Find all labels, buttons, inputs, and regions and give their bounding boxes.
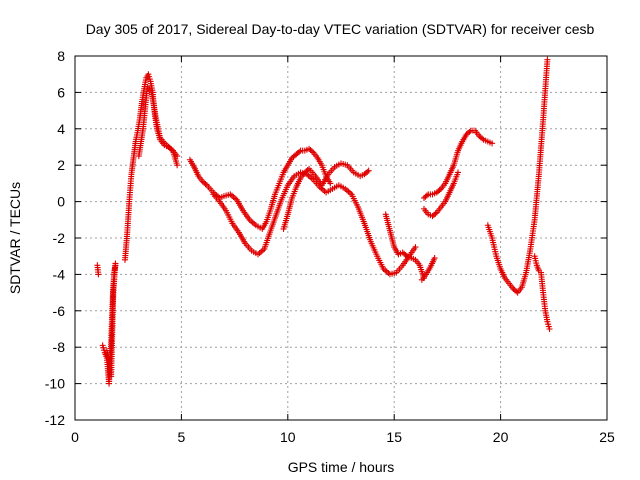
data-point (423, 192, 430, 199)
y-tick-label: -4 (53, 266, 66, 282)
series-track-8 (280, 160, 372, 232)
data-point (308, 148, 315, 155)
series-track-4 (122, 71, 181, 263)
series-track-13 (484, 56, 551, 296)
y-tick-label: -10 (45, 376, 65, 392)
data-point (112, 260, 119, 267)
data-point (174, 162, 181, 169)
x-axis-label: GPS time / hours (288, 459, 395, 475)
y-tick-label: -6 (53, 303, 66, 319)
x-tick-label: 25 (599, 429, 615, 445)
x-tick-label: 15 (386, 429, 402, 445)
x-tick-labels: 0 5 10 15 20 25 (71, 429, 615, 445)
data-point (202, 181, 209, 188)
grid-lines (75, 56, 607, 420)
data-point (455, 169, 462, 176)
y-tick-labels: -12 -10 -8 -6 -4 -2 0 2 4 6 8 (45, 48, 65, 428)
data-point (513, 288, 520, 295)
data-point (466, 128, 473, 135)
data-point (546, 326, 553, 332)
series-track-10 (418, 255, 438, 283)
y-tick-label: 4 (57, 121, 65, 137)
series-track-9 (382, 211, 427, 282)
data-point (402, 251, 409, 258)
data-point (412, 244, 419, 251)
data-point (436, 187, 443, 194)
data-point (296, 148, 303, 155)
data-points (94, 56, 553, 387)
y-tick-label: -8 (53, 339, 66, 355)
data-point (365, 167, 372, 174)
data-point (544, 56, 551, 63)
series-track-14 (531, 253, 553, 332)
series-track-11 (420, 127, 496, 201)
series-track-12 (420, 169, 462, 220)
y-tick-label: 8 (57, 48, 65, 64)
x-tick-label: 0 (71, 429, 79, 445)
series-track-3 (103, 260, 119, 380)
y-tick-label: 6 (57, 84, 65, 100)
data-point (432, 210, 439, 217)
y-tick-label: 2 (57, 157, 65, 173)
y-tick-label: 0 (57, 194, 65, 210)
y-axis-label: SDTVAR / TECUs (7, 182, 23, 294)
series-track-5 (135, 83, 181, 169)
y-tick-label: -2 (53, 230, 66, 246)
data-point (364, 168, 371, 175)
series-track-6 (186, 145, 334, 232)
chart-title: Day 305 of 2017, Sidereal Day-to-day VTE… (86, 21, 595, 37)
axis-ticks (74, 55, 608, 421)
series-track-1 (94, 262, 102, 278)
x-tick-label: 5 (178, 429, 186, 445)
data-point (95, 271, 102, 278)
data-point (304, 167, 311, 174)
data-point (479, 135, 486, 142)
series-track-7 (210, 169, 419, 278)
y-tick-label: -12 (45, 412, 65, 428)
data-point (327, 180, 334, 187)
x-tick-label: 20 (493, 429, 509, 445)
data-point (489, 140, 496, 147)
x-tick-label: 10 (280, 429, 296, 445)
data-point (431, 255, 438, 262)
